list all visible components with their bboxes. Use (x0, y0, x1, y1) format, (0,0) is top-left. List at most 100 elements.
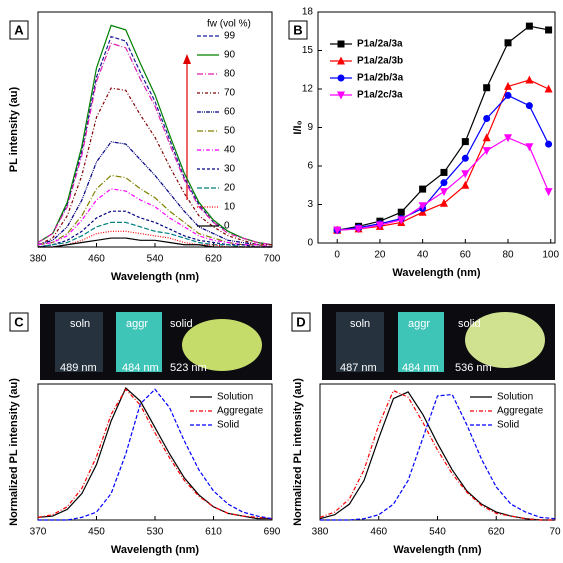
series-line (37, 210, 272, 248)
vial (336, 312, 384, 372)
x-tick-label: 40 (417, 250, 429, 261)
series-line (319, 389, 555, 521)
arrow-head (183, 54, 191, 64)
legend-label: 70 (224, 88, 236, 99)
x-tick-label: 100 (542, 250, 559, 261)
legend-label: 40 (224, 145, 236, 156)
legend-label: 10 (224, 202, 236, 213)
plot-frame (37, 383, 273, 521)
panel-letter: A (14, 22, 24, 37)
series-line (337, 79, 549, 231)
x-tick-label: 620 (205, 254, 222, 265)
legend-title: fw (vol %) (207, 19, 251, 30)
marker (544, 188, 553, 197)
plot-frame (319, 383, 556, 521)
y-tick-label: 15 (302, 45, 314, 56)
y-tick-label: 12 (302, 84, 314, 95)
x-tick-label: 70 (549, 527, 561, 538)
legend-label: Solid (497, 420, 519, 431)
series-line (37, 221, 272, 248)
panel-letter: B (293, 22, 302, 37)
legend-label: Solution (217, 392, 253, 403)
panel-letter-box (9, 312, 29, 332)
photo-peak: 523 nm (170, 362, 207, 374)
x-axis-label: Wavelength (nm) (392, 267, 481, 279)
x-tick-label: 80 (502, 250, 514, 261)
marker (504, 134, 513, 143)
marker (525, 22, 533, 30)
marker (545, 26, 553, 34)
photo-peak: 536 nm (455, 362, 492, 374)
photo-label: soln (350, 318, 370, 330)
y-axis-label: PL intensity (au) (8, 86, 20, 172)
y-axis-label: Normalized PL intensity (au) (8, 378, 20, 526)
legend-label: P1a/2a/3b (357, 56, 403, 67)
y-tick-label: 18 (302, 7, 314, 18)
photo-peak: 487 nm (340, 362, 377, 374)
marker (439, 188, 448, 197)
x-axis-label: Wavelength (nm) (111, 271, 200, 283)
legend-label: 99 (224, 31, 236, 42)
photo-label: aggr (408, 318, 430, 330)
legend-label: 50 (224, 126, 236, 137)
series-line (37, 188, 273, 248)
y-axis-label: Normalized PL intensity (au) (292, 378, 304, 526)
marker (504, 81, 513, 90)
marker (418, 202, 427, 211)
marker (397, 216, 406, 225)
y-tick-label: 0 (307, 238, 313, 249)
x-tick-label: 610 (205, 527, 222, 538)
marker (419, 185, 427, 193)
marker (545, 140, 553, 148)
series-line (38, 388, 273, 521)
legend-label: 90 (224, 50, 236, 61)
x-tick-label: 540 (429, 527, 446, 538)
marker (333, 226, 342, 235)
legend-label: 30 (224, 164, 236, 175)
photo-label: solid (170, 318, 193, 330)
legend-label: 80 (224, 69, 236, 80)
x-tick-label: 460 (370, 527, 387, 538)
x-tick-label: 540 (147, 254, 164, 265)
marker (354, 225, 363, 234)
marker (504, 39, 512, 47)
marker (483, 115, 491, 123)
legend-label: 20 (224, 183, 236, 194)
legend-label: P1a/2a/3a (357, 39, 403, 50)
marker (525, 75, 534, 84)
x-tick-label: 450 (88, 527, 105, 538)
marker (440, 179, 448, 187)
marker (525, 102, 533, 110)
legend-label: Solid (217, 420, 239, 431)
photo-label: soln (70, 318, 90, 330)
photo-label: aggr (126, 318, 148, 330)
marker (461, 154, 469, 162)
x-tick-label: 620 (488, 527, 505, 538)
x-axis-label: Wavelength (nm) (111, 544, 200, 556)
marker (461, 170, 470, 179)
legend-label: Aggregate (497, 406, 544, 417)
series-line (37, 24, 273, 246)
x-tick-label: 0 (334, 250, 340, 261)
plot-frame (37, 11, 273, 248)
panel-letter-box (9, 20, 29, 40)
legend-label: Solution (497, 392, 533, 403)
panel-letter: C (14, 314, 24, 329)
legend-marker (337, 56, 345, 65)
vial (398, 312, 444, 372)
y-tick-label: 6 (307, 161, 313, 172)
legend-label: 0 (224, 221, 230, 232)
x-tick-label: 370 (30, 527, 47, 538)
photo-peak: 489 nm (60, 362, 97, 374)
legend-marker (337, 74, 345, 82)
marker (482, 147, 491, 156)
marker (483, 84, 491, 92)
vial (55, 312, 103, 372)
marker (482, 133, 491, 142)
y-tick-label: 9 (307, 122, 313, 133)
y-axis-label: I/I₀ (292, 120, 304, 134)
panel-letter-box (288, 20, 308, 40)
marker (397, 208, 405, 216)
photo-peak: 484 nm (122, 362, 159, 374)
legend-label: P1a/2c/3a (357, 90, 403, 101)
